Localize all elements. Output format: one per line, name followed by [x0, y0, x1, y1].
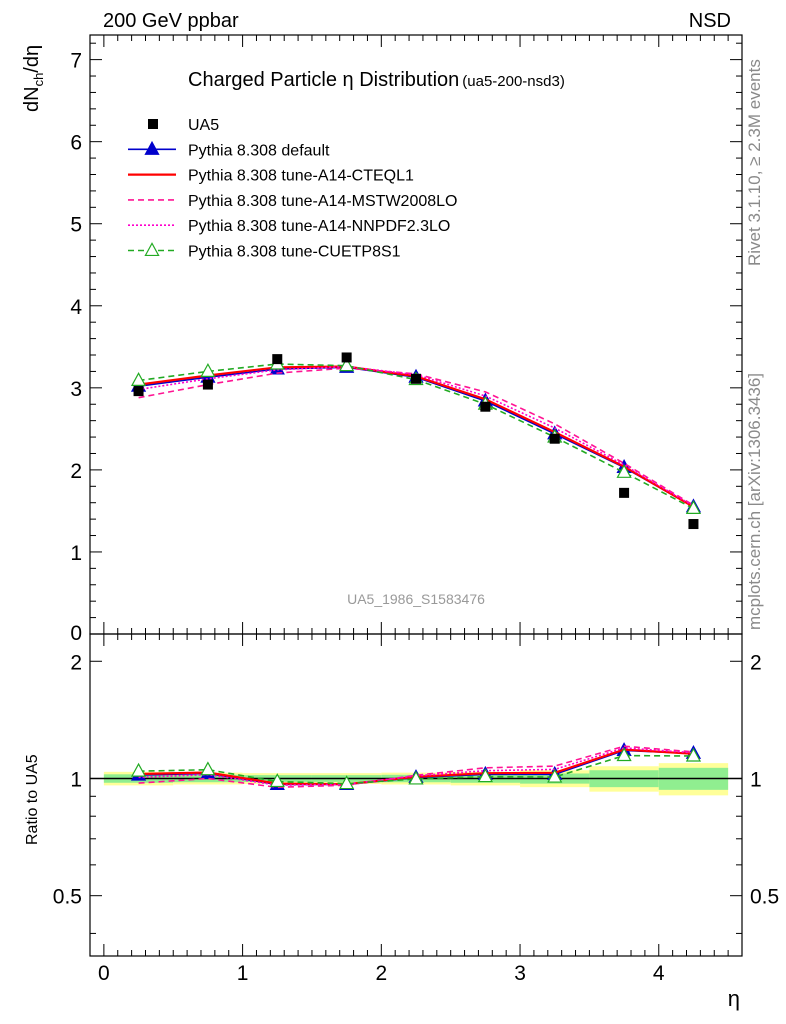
ratio-series-point-4: [269, 773, 285, 788]
ratio-series-point-4: [616, 747, 632, 762]
main-series-point-4: [685, 500, 702, 515]
main-series-point-4: [616, 463, 632, 478]
main-series-line-2: [138, 367, 694, 506]
ua5-data-point: [688, 519, 699, 530]
ratio-y-tick-label-right: 2: [750, 651, 762, 674]
ua5-data-point: [480, 401, 491, 412]
ratio-plot-frame: [89, 633, 743, 957]
ua5-data-point: [411, 373, 421, 384]
ratio-y-tick-label: 0.5: [53, 886, 82, 909]
main-y-tick-label: 5: [70, 214, 82, 237]
ratio-series-point-4: [130, 762, 147, 777]
title-eta: η: [343, 69, 354, 91]
main-series-point-4: [130, 372, 147, 387]
legend: UA5 Pythia 8.308 default Pythia 8.308 tune…: [128, 117, 457, 261]
axes: 1 2 3 4 5 6 7 0 0 1 2 3 4 0.5 0.5 1 1 2 2: [53, 34, 779, 985]
header-left: 200 GeV ppbar: [103, 10, 239, 32]
legend-label-0: Pythia 8.308 default: [188, 142, 330, 159]
main-y-tick-label-zero: 0: [70, 622, 82, 645]
ratio-y-tick-label: 2: [70, 651, 82, 674]
ratio-y-tick-label-right: 0.5: [750, 886, 779, 909]
ratio-series-line-4: [138, 754, 694, 785]
main-y-tick-label: 7: [70, 50, 82, 73]
x-tick-label: 1: [237, 962, 249, 985]
ua5-data-point: [272, 354, 283, 365]
main-y-tick-label: 4: [70, 296, 82, 319]
main-series-point-4: [200, 363, 216, 377]
ua5-data-point: [341, 352, 352, 363]
main-y-tick-label: 6: [70, 132, 82, 155]
ratio-series-point-4: [477, 768, 493, 783]
main-series-line-1: [138, 365, 694, 508]
main-series-line-0: [138, 366, 694, 508]
ratio-series-point-4: [339, 775, 355, 790]
ratio-series-point-4: [200, 761, 216, 776]
legend-marker-0: [144, 140, 160, 155]
ratio-series-line-2: [138, 745, 694, 789]
title-tag: (ua5-200-nsd3): [462, 73, 565, 90]
chart-title: Charged Particle η Distribution (ua5-200-…: [188, 69, 565, 91]
ratio-series-line-3: [138, 747, 694, 787]
ua5-data-point: [133, 386, 144, 397]
x-tick-label: 3: [514, 962, 526, 985]
main-series-line-4: [138, 363, 694, 510]
main-series-point-4: [339, 357, 355, 372]
main-y-tick-label: 3: [70, 378, 82, 401]
analysis-watermark: UA5_1986_S1583476: [347, 591, 485, 607]
x-axis-label: η: [728, 986, 740, 1011]
x-tick-label: 4: [653, 962, 665, 985]
main-y-tick-label: 1: [70, 542, 82, 565]
legend-label-3: Pythia 8.308 tune-A14-NNPDF2.3LO: [188, 218, 450, 235]
ua5-data-point: [619, 487, 630, 498]
y-label-rest: /dη: [21, 45, 43, 73]
rivet-version-text: Rivet 3.1.10, ≥ 2.3M events: [745, 59, 764, 266]
ratio-series-point-4: [547, 768, 563, 783]
x-tick-label: 2: [375, 962, 387, 985]
main-series: [130, 352, 702, 530]
header-right: NSD: [689, 10, 731, 32]
title-rest: Distribution: [359, 69, 459, 91]
y-label-main: dN: [21, 86, 43, 112]
main-y-axis-label: dNch/dη: [21, 45, 46, 112]
ua5-data-point: [202, 379, 213, 390]
ratio-series-point-4: [685, 747, 702, 762]
ua5-data-point: [549, 433, 560, 444]
legend-label-ua5: UA5: [188, 117, 219, 134]
mcplots-credit-text: mcplots.cern.ch [arXiv:1306.3436]: [745, 373, 764, 630]
ratio-y-axis-label: Ratio to UA5: [24, 754, 41, 845]
legend-label-1: Pythia 8.308 tune-A14-CTEQL1: [188, 168, 414, 185]
legend-marker-4: [144, 242, 160, 257]
main-series-line-3: [138, 365, 694, 507]
title-main: Charged Particle: [188, 69, 337, 91]
ratio-y-tick-label-right: 1: [750, 768, 762, 791]
legend-label-4: Pythia 8.308 tune-CUETP8S1: [188, 244, 401, 261]
x-tick-label: 0: [98, 962, 110, 985]
y-label-sub: ch: [31, 73, 46, 87]
legend-marker-ua5: [148, 119, 158, 129]
legend-label-2: Pythia 8.308 tune-A14-MSTW2008LO: [188, 193, 457, 210]
ratio-series-point-4: [408, 770, 424, 785]
ratio-y-tick-label: 1: [70, 768, 82, 791]
main-y-tick-label: 2: [70, 460, 82, 483]
ratio-series: [130, 742, 702, 791]
